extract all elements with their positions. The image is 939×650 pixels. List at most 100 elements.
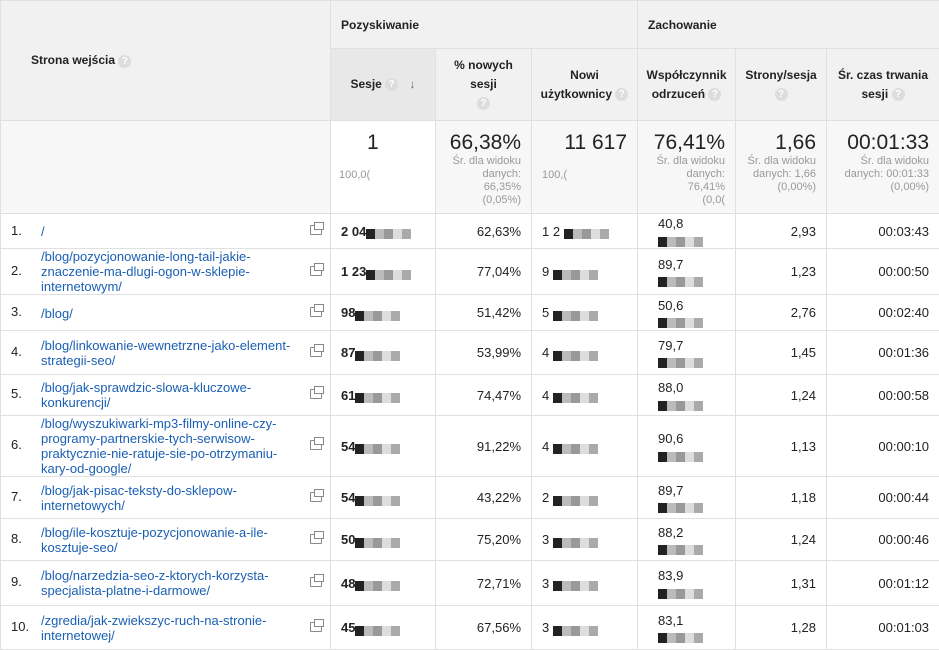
open-external-icon[interactable]	[310, 307, 322, 317]
page-cell: 5./blog/jak-sprawdzic-slowa-kluczowe-kon…	[1, 375, 331, 416]
sessions-cell: 1 23	[331, 249, 436, 295]
pages-cell: 2,93	[736, 214, 827, 249]
col-bounce[interactable]: Współczynnik odrzuceń ?	[638, 49, 736, 121]
duration-cell: 00:01:36	[827, 331, 939, 375]
open-external-icon[interactable]	[310, 266, 322, 276]
page-link[interactable]: /blog/jak-sprawdzic-slowa-kluczowe-konku…	[41, 380, 301, 410]
group-acquisition: Pozyskiwanie	[331, 1, 638, 49]
redacted-mosaic	[553, 442, 598, 452]
new-users-cell: 4	[532, 331, 638, 375]
duration-cell: 00:00:44	[827, 477, 939, 519]
col-new-users[interactable]: Nowi użytkownicy ?	[532, 49, 638, 121]
row-number: 8.	[11, 531, 41, 546]
duration-cell: 00:03:43	[827, 214, 939, 249]
redacted-mosaic	[658, 316, 703, 326]
new-sessions-cell: 77,04%	[436, 249, 532, 295]
new-sessions-cell: 91,22%	[436, 416, 532, 477]
open-external-icon[interactable]	[310, 577, 322, 587]
open-external-icon[interactable]	[310, 389, 322, 399]
redacted-mosaic	[355, 442, 400, 452]
redacted-mosaic	[658, 356, 703, 366]
new-sessions-cell: 75,20%	[436, 519, 532, 561]
redacted-mosaic	[366, 268, 411, 278]
open-external-icon[interactable]	[310, 622, 322, 632]
duration-cell: 00:00:10	[827, 416, 939, 477]
bounce-cell: 90,6	[638, 416, 736, 477]
duration-cell: 00:02:40	[827, 295, 939, 331]
help-icon[interactable]: ?	[892, 88, 905, 101]
sessions-cell: 45	[331, 606, 436, 650]
new-sessions-cell: 62,63%	[436, 214, 532, 249]
help-icon[interactable]: ?	[385, 78, 398, 91]
redacted-mosaic	[355, 579, 400, 589]
help-icon[interactable]: ?	[477, 97, 490, 110]
new-users-cell: 2	[532, 477, 638, 519]
help-icon[interactable]: ?	[708, 88, 721, 101]
new-users-cell: 5	[532, 295, 638, 331]
page-link[interactable]: /blog/ile-kosztuje-pozycjonowanie-a-ile-…	[41, 525, 301, 555]
help-icon[interactable]: ?	[775, 88, 788, 101]
pages-cell: 2,76	[736, 295, 827, 331]
row-number: 10.	[11, 619, 41, 634]
page-cell: 1./	[1, 214, 331, 249]
redacted-mosaic	[564, 227, 609, 237]
page-link[interactable]: /blog/linkowanie-wewnetrzne-jako-element…	[41, 338, 301, 368]
page-link[interactable]: /blog/	[41, 306, 301, 321]
open-external-icon[interactable]	[310, 225, 322, 235]
page-cell: 3./blog/	[1, 295, 331, 331]
sessions-cell: 2 04	[331, 214, 436, 249]
pages-cell: 1,31	[736, 561, 827, 606]
page-link[interactable]: /blog/wyszukiwarki-mp3-filmy-online-czy-…	[41, 416, 301, 476]
redacted-mosaic	[355, 349, 400, 359]
open-external-icon[interactable]	[310, 534, 322, 544]
redacted-mosaic	[553, 391, 598, 401]
help-icon[interactable]: ?	[118, 55, 131, 68]
new-users-cell: 3	[532, 561, 638, 606]
table-row: 10./zgredia/jak-zwiekszyc-ruch-na-stroni…	[1, 606, 939, 650]
page-link[interactable]: /blog/pozycjonowanie-long-tail-jakie-zna…	[41, 249, 301, 294]
new-users-cell: 1 2	[532, 214, 638, 249]
page-link[interactable]: /blog/jak-pisac-teksty-do-sklepow-intern…	[41, 483, 301, 513]
page-link[interactable]: /blog/narzedzia-seo-z-ktorych-korzysta-s…	[41, 568, 301, 598]
open-external-icon[interactable]	[310, 440, 322, 450]
new-users-cell: 3	[532, 519, 638, 561]
page-link[interactable]: /zgredia/jak-zwiekszyc-ruch-na-stronie-i…	[41, 613, 301, 643]
page-link[interactable]: /	[41, 224, 301, 239]
redacted-mosaic	[553, 494, 598, 504]
sessions-cell: 54	[331, 416, 436, 477]
col-pages-session[interactable]: Strony/sesja?	[736, 49, 827, 121]
pages-cell: 1,13	[736, 416, 827, 477]
redacted-mosaic	[658, 501, 703, 511]
new-users-cell: 4	[532, 375, 638, 416]
col-avg-duration[interactable]: Śr. czas trwania sesji ?	[827, 49, 939, 121]
page-cell: 2./blog/pozycjonowanie-long-tail-jakie-z…	[1, 249, 331, 295]
new-users-cell: 3	[532, 606, 638, 650]
new-sessions-cell: 74,47%	[436, 375, 532, 416]
page-cell: 6./blog/wyszukiwarki-mp3-filmy-online-cz…	[1, 416, 331, 477]
sort-desc-icon[interactable]: ↓	[410, 77, 416, 91]
new-sessions-cell: 43,22%	[436, 477, 532, 519]
new-sessions-cell: 67,56%	[436, 606, 532, 650]
pages-cell: 1,28	[736, 606, 827, 650]
sessions-cell: 48	[331, 561, 436, 606]
col-sessions[interactable]: Sesje ? ↓	[331, 49, 436, 121]
new-users-cell: 9	[532, 249, 638, 295]
pages-cell: 1,45	[736, 331, 827, 375]
bounce-cell: 79,7	[638, 331, 736, 375]
duration-cell: 00:00:46	[827, 519, 939, 561]
help-icon[interactable]: ?	[615, 88, 628, 101]
col-new-sessions[interactable]: % nowych sesji?	[436, 49, 532, 121]
redacted-mosaic	[658, 587, 703, 597]
bounce-cell: 83,9	[638, 561, 736, 606]
page-cell: 8./blog/ile-kosztuje-pozycjonowanie-a-il…	[1, 519, 331, 561]
open-external-icon[interactable]	[310, 347, 322, 357]
open-external-icon[interactable]	[310, 492, 322, 502]
dimension-header[interactable]: Strona wejścia ?	[1, 1, 331, 121]
table-row: 2./blog/pozycjonowanie-long-tail-jakie-z…	[1, 249, 939, 295]
